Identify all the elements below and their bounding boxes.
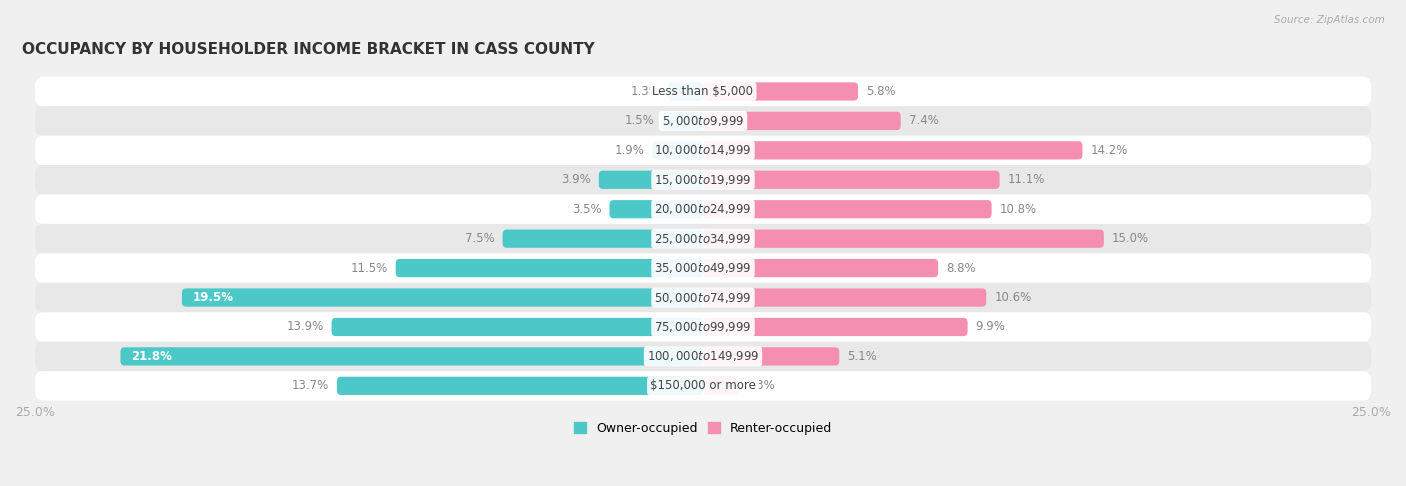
- FancyBboxPatch shape: [35, 106, 1371, 136]
- Text: $75,000 to $99,999: $75,000 to $99,999: [654, 320, 752, 334]
- Text: 21.8%: 21.8%: [131, 350, 172, 363]
- Text: 8.8%: 8.8%: [946, 261, 976, 275]
- FancyBboxPatch shape: [35, 136, 1371, 165]
- FancyBboxPatch shape: [703, 112, 901, 130]
- FancyBboxPatch shape: [35, 224, 1371, 253]
- FancyBboxPatch shape: [703, 288, 986, 307]
- FancyBboxPatch shape: [609, 200, 703, 218]
- FancyBboxPatch shape: [668, 82, 703, 101]
- Text: $100,000 to $149,999: $100,000 to $149,999: [647, 349, 759, 364]
- FancyBboxPatch shape: [395, 259, 703, 277]
- FancyBboxPatch shape: [703, 141, 1083, 159]
- FancyBboxPatch shape: [35, 283, 1371, 312]
- Text: $5,000 to $9,999: $5,000 to $9,999: [662, 114, 744, 128]
- FancyBboxPatch shape: [181, 288, 703, 307]
- Text: 7.5%: 7.5%: [465, 232, 495, 245]
- Text: 10.8%: 10.8%: [1000, 203, 1036, 216]
- FancyBboxPatch shape: [35, 371, 1371, 400]
- Text: 3.5%: 3.5%: [572, 203, 602, 216]
- Text: $150,000 or more: $150,000 or more: [650, 380, 756, 392]
- FancyBboxPatch shape: [703, 347, 839, 365]
- Text: $50,000 to $74,999: $50,000 to $74,999: [654, 291, 752, 305]
- FancyBboxPatch shape: [662, 112, 703, 130]
- FancyBboxPatch shape: [703, 82, 858, 101]
- Text: 1.5%: 1.5%: [626, 114, 655, 127]
- Text: 14.2%: 14.2%: [1091, 144, 1128, 157]
- FancyBboxPatch shape: [703, 171, 1000, 189]
- Text: Source: ZipAtlas.com: Source: ZipAtlas.com: [1274, 15, 1385, 25]
- FancyBboxPatch shape: [599, 171, 703, 189]
- Text: Less than $5,000: Less than $5,000: [652, 85, 754, 98]
- Text: $10,000 to $14,999: $10,000 to $14,999: [654, 143, 752, 157]
- Text: 15.0%: 15.0%: [1112, 232, 1149, 245]
- Text: 1.3%: 1.3%: [630, 85, 661, 98]
- Text: 11.1%: 11.1%: [1008, 174, 1045, 186]
- Text: 9.9%: 9.9%: [976, 320, 1005, 333]
- Text: 19.5%: 19.5%: [193, 291, 233, 304]
- FancyBboxPatch shape: [652, 141, 703, 159]
- Text: $35,000 to $49,999: $35,000 to $49,999: [654, 261, 752, 275]
- Text: 1.9%: 1.9%: [614, 144, 644, 157]
- Text: OCCUPANCY BY HOUSEHOLDER INCOME BRACKET IN CASS COUNTY: OCCUPANCY BY HOUSEHOLDER INCOME BRACKET …: [21, 42, 595, 57]
- FancyBboxPatch shape: [35, 194, 1371, 224]
- FancyBboxPatch shape: [35, 312, 1371, 342]
- FancyBboxPatch shape: [35, 253, 1371, 283]
- FancyBboxPatch shape: [703, 229, 1104, 248]
- Text: 7.4%: 7.4%: [908, 114, 939, 127]
- Text: 3.9%: 3.9%: [561, 174, 591, 186]
- FancyBboxPatch shape: [332, 318, 703, 336]
- Text: 13.9%: 13.9%: [287, 320, 323, 333]
- Text: $20,000 to $24,999: $20,000 to $24,999: [654, 202, 752, 216]
- Text: 5.1%: 5.1%: [848, 350, 877, 363]
- FancyBboxPatch shape: [337, 377, 703, 395]
- FancyBboxPatch shape: [703, 259, 938, 277]
- Text: 5.8%: 5.8%: [866, 85, 896, 98]
- Text: 1.3%: 1.3%: [745, 380, 776, 392]
- FancyBboxPatch shape: [35, 77, 1371, 106]
- Legend: Owner-occupied, Renter-occupied: Owner-occupied, Renter-occupied: [568, 417, 838, 440]
- Text: $25,000 to $34,999: $25,000 to $34,999: [654, 232, 752, 245]
- Text: 11.5%: 11.5%: [350, 261, 388, 275]
- Text: 10.6%: 10.6%: [994, 291, 1032, 304]
- FancyBboxPatch shape: [121, 347, 703, 365]
- Text: $15,000 to $19,999: $15,000 to $19,999: [654, 173, 752, 187]
- Text: 13.7%: 13.7%: [291, 380, 329, 392]
- FancyBboxPatch shape: [35, 342, 1371, 371]
- FancyBboxPatch shape: [703, 318, 967, 336]
- FancyBboxPatch shape: [35, 165, 1371, 194]
- FancyBboxPatch shape: [703, 377, 738, 395]
- FancyBboxPatch shape: [502, 229, 703, 248]
- FancyBboxPatch shape: [703, 200, 991, 218]
